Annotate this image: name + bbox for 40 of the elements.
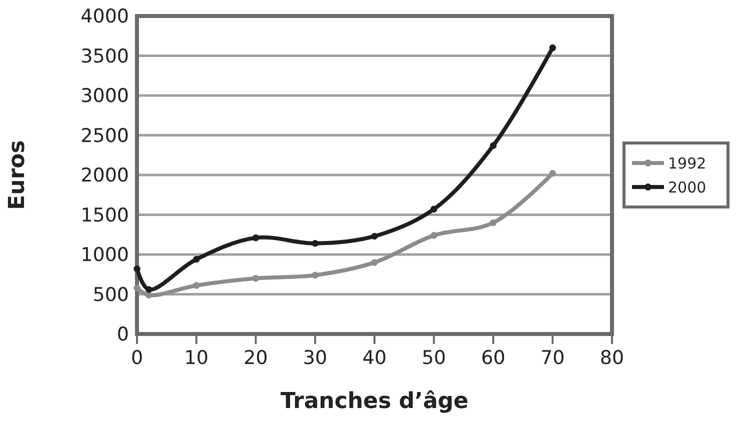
point [549, 44, 556, 52]
y-tick-label: 2500 [80, 124, 129, 147]
x-tick-label: 0 [130, 347, 144, 369]
x-tick-label: 80 [600, 347, 624, 369]
y-tick-label: 1000 [80, 244, 129, 266]
point [252, 274, 260, 282]
point [371, 259, 378, 266]
point [371, 232, 378, 240]
point [145, 292, 152, 298]
x-tick-label: 60 [481, 347, 506, 369]
point [252, 234, 260, 242]
x-tick-label: 20 [244, 347, 268, 369]
point [134, 284, 140, 292]
y-tick-label: 3500 [80, 45, 129, 68]
y-tick-label: 1500 [80, 204, 129, 226]
y-tick-label: 0 [116, 324, 129, 346]
point [312, 240, 319, 247]
y-tick-label: 4000 [80, 6, 129, 28]
x-axis-title: Tranches d’âge [280, 389, 468, 414]
y-axis-title: Euros [5, 140, 30, 210]
y-tick-label: 500 [92, 284, 129, 306]
point [430, 206, 438, 213]
point [490, 142, 497, 149]
point [430, 232, 438, 239]
point [549, 170, 556, 177]
y-tick-label: 3000 [80, 85, 129, 108]
legend-label: 2000 [668, 178, 706, 196]
x-tick-label: 10 [184, 347, 208, 369]
legend-label: 1992 [668, 154, 706, 172]
x-tick-label: 50 [422, 347, 446, 369]
point [145, 286, 152, 293]
x-tick-label: 70 [540, 347, 565, 369]
point [312, 272, 319, 279]
point [192, 282, 200, 289]
x-tick-label: 40 [362, 347, 387, 369]
x-tick-label: 30 [303, 347, 328, 369]
point [490, 219, 497, 226]
point [192, 256, 200, 263]
point [134, 265, 140, 272]
y-tick-label: 2000 [80, 164, 129, 187]
